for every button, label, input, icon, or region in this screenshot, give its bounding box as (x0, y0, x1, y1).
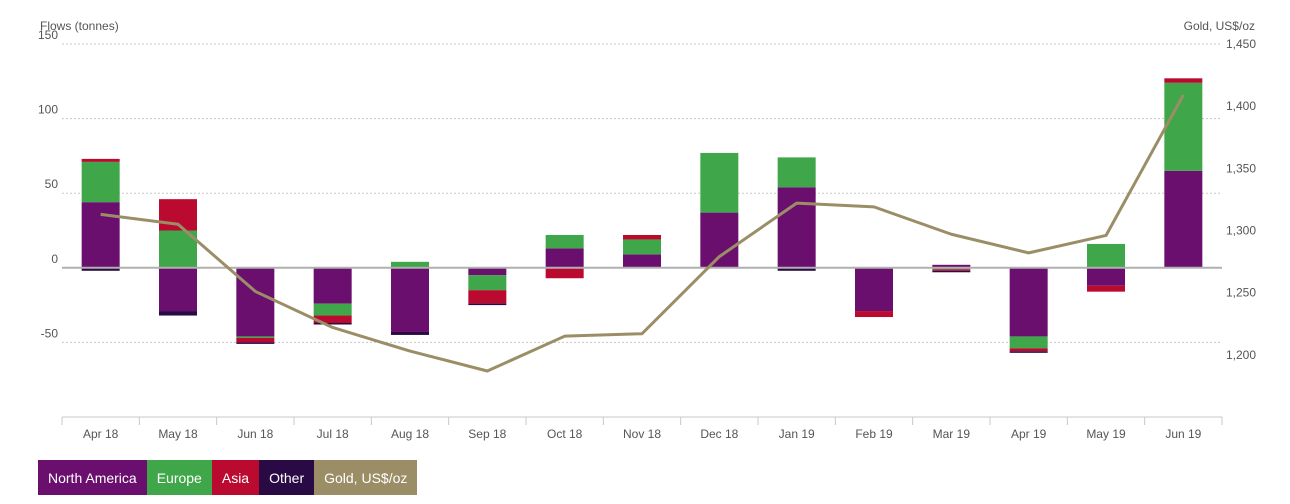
bar-europe (313, 303, 352, 316)
bar-north-america (545, 248, 584, 268)
y-left-tick-label: 50 (45, 177, 59, 191)
legend-item-asia[interactable]: Asia (211, 460, 260, 495)
x-tick-label: Jun 19 (1165, 427, 1201, 441)
y-left-tick-label: -50 (41, 326, 59, 340)
bar-other (1009, 351, 1048, 353)
y-left-tick-label: 100 (38, 103, 58, 117)
x-tick-label: Jun 18 (237, 427, 273, 441)
bar-europe (700, 152, 739, 213)
bar-asia (545, 267, 584, 279)
left-axis-title: Flows (tonnes) (40, 19, 119, 33)
y-right-tick-label: 1,350 (1226, 161, 1256, 175)
y-left-tick-label: 150 (38, 28, 58, 42)
bar-europe (81, 161, 120, 203)
bar-north-america (777, 187, 816, 268)
bar-north-america (313, 267, 352, 304)
bar-north-america (932, 264, 971, 268)
x-tick-label: Dec 18 (700, 427, 738, 441)
bar-north-america (81, 202, 120, 268)
x-tick-label: Oct 18 (547, 427, 583, 441)
x-tick-label: Jul 18 (317, 427, 349, 441)
bar-asia (236, 337, 275, 343)
bar-other (313, 323, 352, 325)
bar-north-america (1164, 170, 1203, 268)
bar-europe (468, 275, 507, 291)
bar-asia (855, 311, 893, 318)
bar-other (236, 342, 275, 344)
x-tick-label: May 19 (1086, 427, 1126, 441)
bar-europe (1087, 243, 1125, 268)
bar-asia (313, 315, 352, 324)
y-right-tick-label: 1,200 (1226, 348, 1256, 362)
bar-other (468, 303, 507, 306)
bar-europe (545, 234, 584, 249)
right-axis-title: Gold, US$/oz (1183, 19, 1255, 33)
y-right-tick-label: 1,300 (1226, 224, 1256, 238)
bar-other (81, 267, 120, 271)
flows-chart: 150 100 50 0 -50 1,450 1,400 1,350 1,300 1,250 1,2… (38, 28, 1256, 441)
x-tick-label: Sep 18 (468, 427, 506, 441)
gold-price-line (100, 94, 1185, 373)
legend-item-gold-us-oz[interactable]: Gold, US$/oz (314, 460, 418, 495)
x-tick-label: Apr 18 (83, 427, 119, 441)
bar-asia (1087, 285, 1125, 292)
x-tick-label: Mar 19 (933, 427, 971, 441)
bar-north-america (391, 267, 429, 332)
bar-north-america (855, 267, 893, 312)
y-right-tick-label: 1,450 (1226, 37, 1256, 51)
bar-europe (391, 261, 429, 268)
legend-item-europe[interactable]: Europe (146, 460, 212, 495)
bar-asia (623, 234, 661, 240)
bar-north-america (623, 254, 661, 268)
bar-asia (81, 158, 120, 162)
x-tick-label: May 18 (158, 427, 198, 441)
bar-north-america (700, 212, 739, 268)
bar-europe (1009, 336, 1048, 349)
bar-asia (1009, 348, 1048, 352)
bar-asia (1164, 78, 1203, 83)
bar-other (159, 311, 197, 316)
x-tick-label: Jan 19 (779, 427, 815, 441)
x-tick-label: Feb 19 (855, 427, 893, 441)
bar-other (777, 267, 816, 271)
legend-item-other[interactable]: Other (259, 460, 315, 495)
bar-north-america (1009, 267, 1048, 337)
bar-north-america (468, 267, 507, 276)
bar-asia (932, 269, 971, 271)
bar-north-america (1087, 267, 1125, 286)
legend-item-north-america[interactable]: North America (38, 460, 147, 495)
bar-europe (623, 239, 661, 255)
x-tick-label: Aug 18 (391, 427, 429, 441)
y-right-tick-label: 1,250 (1226, 286, 1256, 300)
bar-north-america (159, 267, 197, 312)
legend: North America Europe Asia Other Gold, US$/oz (38, 460, 418, 495)
x-tick-label: Apr 19 (1011, 427, 1047, 441)
y-right-tick-label: 1,400 (1226, 99, 1256, 113)
x-tick-label: Nov 18 (623, 427, 661, 441)
bar-asia (468, 290, 507, 304)
bar-europe (236, 336, 275, 338)
y-left-tick-label: 0 (51, 252, 58, 266)
bar-other (391, 331, 429, 335)
bar-europe (777, 157, 816, 188)
bar-other (932, 270, 971, 273)
